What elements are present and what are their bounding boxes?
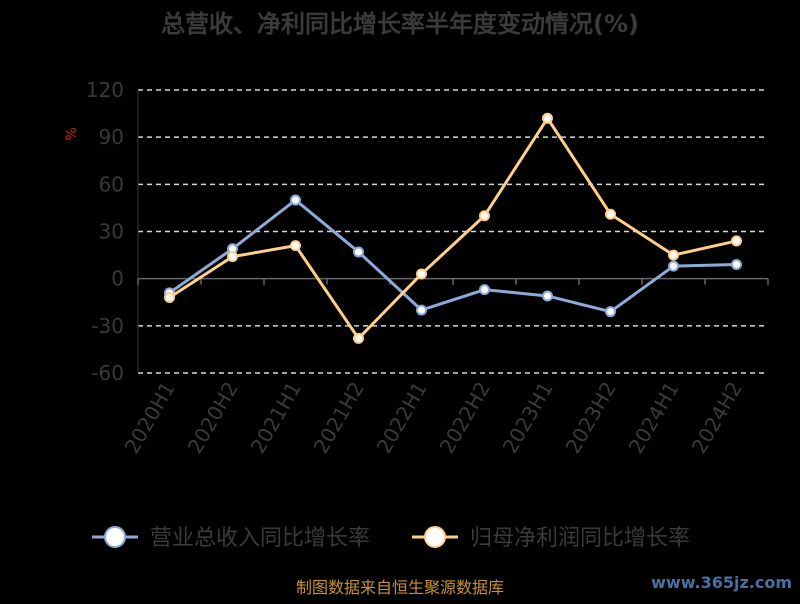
y-tick-label: 60 (99, 172, 124, 196)
data-point (479, 210, 490, 222)
data-point (605, 208, 616, 220)
x-tick-label: 2020H2 (183, 378, 243, 458)
y-tick-label: 0 (111, 267, 124, 291)
data-point (353, 246, 364, 258)
data-point (731, 259, 742, 271)
y-tick-label: -30 (91, 314, 124, 338)
data-point (605, 306, 616, 318)
data-point (290, 240, 301, 252)
data-point (542, 112, 553, 124)
x-axis-ticks: 2020H1 2020H2 2021H1 2021H2 2022H1 2022H2 2023… (120, 378, 747, 458)
data-point (731, 235, 742, 247)
legend-label: 营业总收入同比增长率 (150, 526, 370, 551)
x-tick-label: 2021H2 (309, 378, 369, 458)
y-axis-ticks: 120 90 60 30 0 -30 -60 (86, 78, 124, 385)
x-tick-label: 2023H2 (561, 378, 621, 458)
watermark: www.365jz.com (651, 573, 792, 592)
data-point (416, 268, 427, 280)
series-line (168, 116, 737, 340)
data-point (416, 304, 427, 316)
data-point (290, 194, 301, 206)
series-group (164, 112, 742, 344)
y-tick-label: 120 (86, 78, 124, 102)
legend-swatch-marker (104, 526, 126, 548)
y-tick-label: 30 (99, 220, 124, 244)
x-tick-label: 2022H1 (372, 378, 432, 458)
data-source-note: 制图数据来自恒生聚源数据库 (295, 578, 504, 597)
x-tick-label: 2022H2 (435, 378, 495, 458)
x-tick-label: 2023H1 (498, 378, 558, 458)
grid-lines (137, 89, 768, 374)
data-point (353, 332, 364, 344)
y-tick-label: 90 (99, 125, 124, 149)
data-point (542, 290, 553, 302)
x-tick-label: 2024H2 (687, 378, 747, 458)
data-point (227, 251, 238, 263)
series-line (168, 198, 737, 314)
y-tick-label: -60 (91, 361, 124, 385)
chart-title: 总营收、净利同比增长率半年度变动情况(%) (161, 10, 639, 38)
data-point (668, 260, 679, 272)
y-axis-unit: % (64, 127, 80, 140)
data-point (479, 284, 490, 296)
x-axis (137, 277, 769, 285)
data-point (164, 292, 175, 304)
x-tick-label: 2021H1 (246, 378, 306, 458)
legend-swatch-marker (424, 526, 446, 548)
legend: 营业总收入同比增长率 归母净利润同比增长率 (92, 526, 690, 551)
data-point (668, 249, 679, 261)
legend-label: 归母净利润同比增长率 (470, 526, 690, 551)
x-tick-label: 2024H1 (624, 378, 684, 458)
x-tick-label: 2020H1 (120, 378, 180, 458)
